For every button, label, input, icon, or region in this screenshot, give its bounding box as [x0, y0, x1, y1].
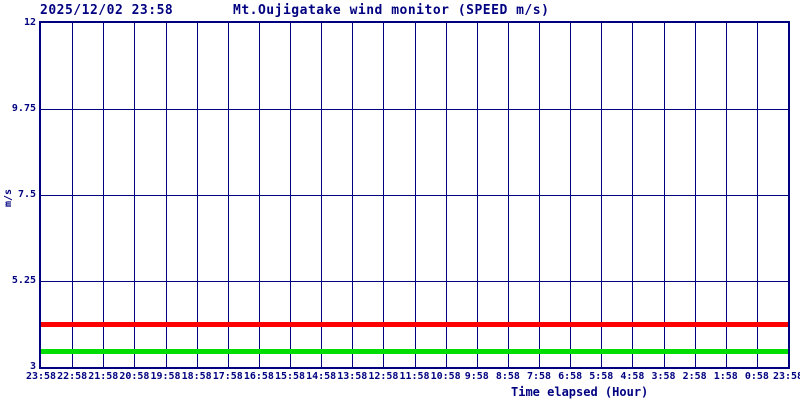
- x-tick-label: 1:58: [713, 371, 738, 382]
- x-tick-label: 9:58: [464, 371, 489, 382]
- x-tick-label: 16:58: [243, 371, 274, 382]
- x-tick-label: 18:58: [181, 371, 212, 382]
- series-red-line: [41, 322, 788, 328]
- x-tick-label: 11:58: [399, 371, 430, 382]
- x-tick-label: 23:58: [25, 371, 57, 382]
- x-tick-label: 20:58: [119, 371, 150, 382]
- x-tick-label: 13:58: [337, 371, 368, 382]
- y-tick-label: 12: [23, 17, 36, 28]
- x-tick-label: 10:58: [430, 371, 461, 382]
- horizontal-gridline: [41, 109, 788, 110]
- page-title: Mt.Oujigatake wind monitor (SPEED m/s): [233, 3, 550, 18]
- horizontal-gridline: [41, 281, 788, 282]
- y-tick-label: 9.75: [11, 103, 36, 114]
- x-tick-label: 2:58: [682, 371, 707, 382]
- series-green-line: [41, 349, 788, 355]
- x-tick-label: 6:58: [558, 371, 583, 382]
- timestamp: 2025/12/02 23:58: [40, 3, 174, 18]
- x-tick-label: 21:58: [88, 371, 119, 382]
- x-tick-label: 12:58: [368, 371, 399, 382]
- x-axis-title: Time elapsed (Hour): [511, 385, 649, 399]
- x-tick-label: 7:58: [526, 371, 552, 382]
- x-tick-label: 14:58: [306, 371, 337, 382]
- x-tick-label: 19:58: [150, 371, 181, 382]
- y-tick-label: 7.5: [17, 189, 36, 200]
- x-tick-label: 17:58: [212, 371, 243, 382]
- x-tick-label: 4:58: [620, 371, 645, 382]
- x-tick-label: 23:58: [772, 371, 800, 382]
- y-tick-label: 5.25: [11, 275, 36, 286]
- x-tick-label: 3:58: [651, 371, 676, 382]
- plot-area: [39, 21, 790, 369]
- x-tick-label: 5:58: [589, 371, 614, 382]
- y-tick-label: 3: [29, 361, 36, 372]
- x-tick-label: 22:58: [57, 371, 88, 382]
- horizontal-gridline: [41, 195, 788, 196]
- x-tick-label: 8:58: [495, 371, 520, 382]
- x-tick-label: 0:58: [744, 371, 769, 382]
- x-tick-label: 15:58: [274, 371, 306, 382]
